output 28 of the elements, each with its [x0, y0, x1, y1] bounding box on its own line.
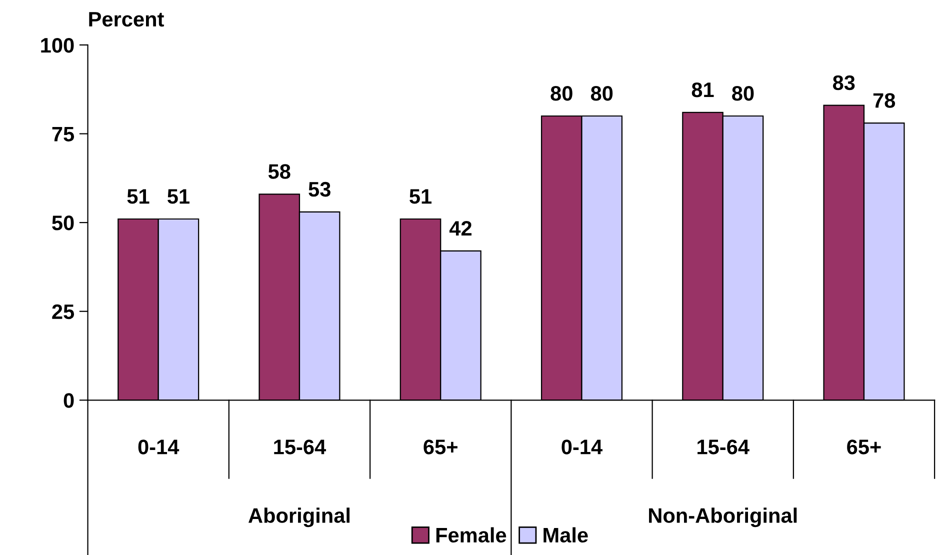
y-tick-label: 25 [52, 304, 74, 320]
data-label: 83 [832, 75, 855, 90]
data-label: 42 [449, 220, 472, 236]
data-label: 80 [732, 86, 754, 101]
data-label: 53 [308, 182, 330, 197]
x-tick-label: 0-14 [138, 440, 180, 454]
x-tick-label: 0-14 [562, 440, 602, 454]
data-label: 81 [692, 82, 714, 98]
x-tick-label: 15-64 [274, 440, 326, 454]
data-label: 51 [168, 189, 190, 204]
data-label: 80 [550, 86, 572, 101]
legend-label: Female [436, 527, 506, 543]
data-label: 51 [127, 189, 150, 204]
x-tick-label: 65+ [424, 440, 458, 454]
x-tick-label: 65+ [847, 440, 881, 454]
text: Non-Aboriginal [649, 508, 797, 528]
data-label: 51 [410, 189, 432, 204]
data-label: 58 [268, 164, 290, 179]
y-tick-label: 100 [41, 38, 74, 53]
y-axis-title: Percent [89, 12, 164, 27]
y-tick-label: 0 [64, 393, 74, 408]
data-label: 78 [873, 93, 896, 108]
x-tick-label: 15-64 [698, 440, 750, 454]
y-tick-label: 50 [52, 216, 74, 230]
legend-label: Male [544, 527, 588, 543]
data-label: 80 [590, 86, 613, 101]
y-tick-label: 75 [52, 126, 74, 142]
text: Aboriginal [248, 508, 350, 528]
